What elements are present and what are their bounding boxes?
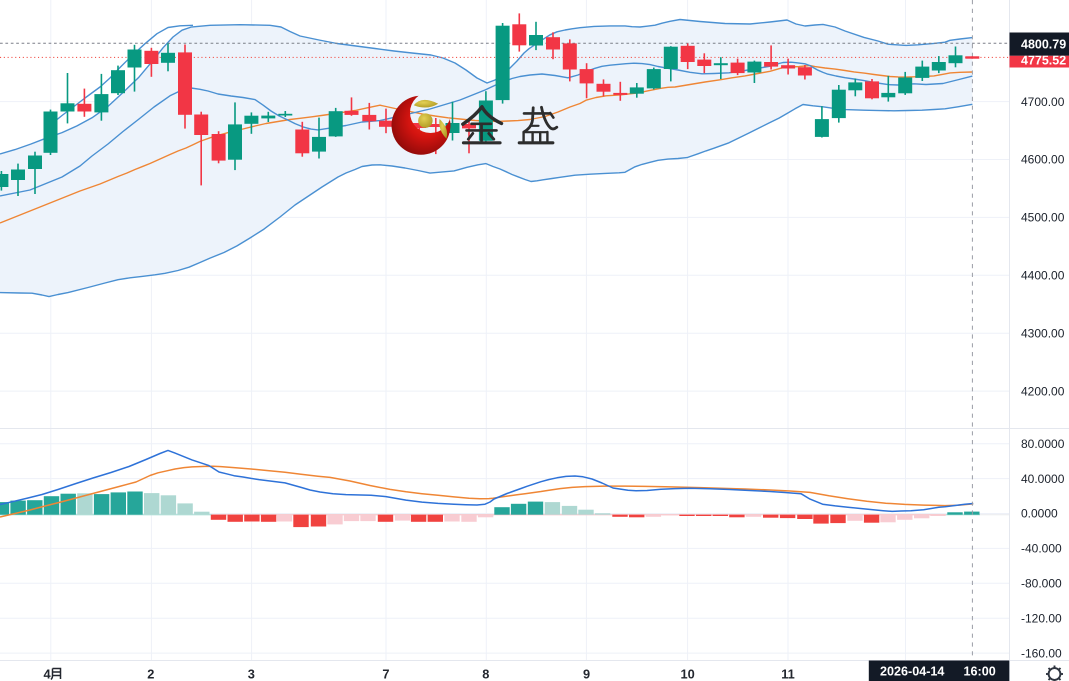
svg-text:4500.00: 4500.00 bbox=[1021, 211, 1065, 225]
svg-text:-120.00: -120.00 bbox=[1021, 611, 1062, 625]
svg-text:4775.52: 4775.52 bbox=[1021, 54, 1066, 68]
svg-text:7: 7 bbox=[382, 667, 389, 681]
svg-text:4600.00: 4600.00 bbox=[1021, 153, 1065, 167]
svg-text:11: 11 bbox=[781, 667, 795, 681]
svg-text:3: 3 bbox=[248, 667, 255, 681]
svg-text:-40.000: -40.000 bbox=[1021, 542, 1062, 556]
svg-text:80.0000: 80.0000 bbox=[1021, 437, 1065, 451]
svg-text:0.0000: 0.0000 bbox=[1021, 507, 1058, 521]
svg-text:-160.00: -160.00 bbox=[1021, 646, 1062, 660]
svg-text:4400.00: 4400.00 bbox=[1021, 269, 1065, 283]
svg-text:4700.00: 4700.00 bbox=[1021, 95, 1065, 109]
svg-text:8: 8 bbox=[482, 667, 489, 681]
svg-text:-80.000: -80.000 bbox=[1021, 577, 1062, 591]
svg-text:2026-04-14: 2026-04-14 bbox=[880, 664, 944, 678]
svg-text:10: 10 bbox=[680, 667, 694, 681]
svg-text:4: 4 bbox=[43, 667, 51, 681]
svg-text:4200.00: 4200.00 bbox=[1021, 384, 1065, 398]
svg-text:9: 9 bbox=[583, 667, 590, 681]
svg-text:2: 2 bbox=[147, 667, 154, 681]
svg-text:4800.79: 4800.79 bbox=[1021, 37, 1066, 51]
svg-text:40.0000: 40.0000 bbox=[1021, 472, 1065, 486]
svg-text:4300.00: 4300.00 bbox=[1021, 326, 1065, 340]
svg-text:16:00: 16:00 bbox=[964, 664, 996, 678]
